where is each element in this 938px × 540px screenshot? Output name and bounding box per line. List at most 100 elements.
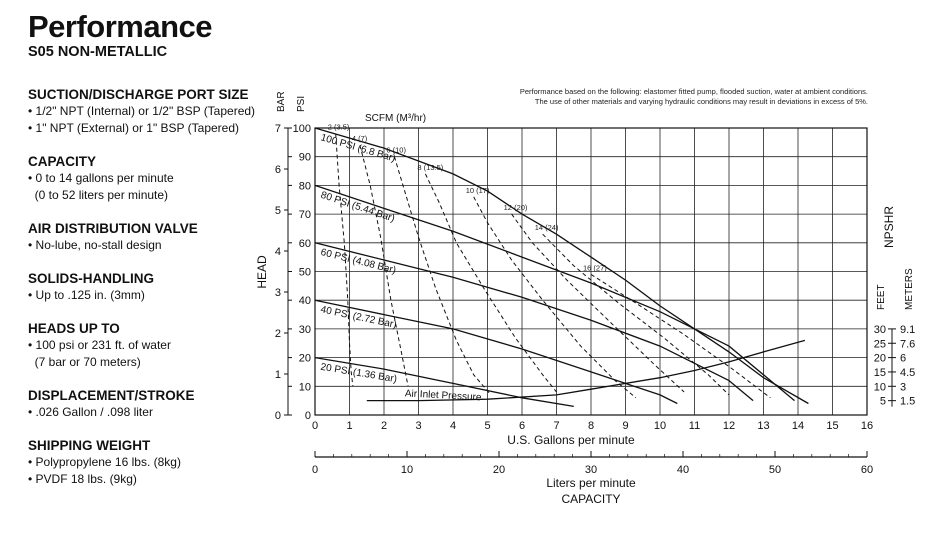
spec-line: (0 to 52 liters per minute) <box>28 188 169 202</box>
spec-section: SUCTION/DISCHARGE PORT SIZE • 1/2" NPT (I… <box>28 86 278 137</box>
liters-tick-label: 40 <box>677 464 689 476</box>
chart-note: The use of other materials and varying h… <box>535 97 868 106</box>
x-tick-label: 14 <box>792 420 804 432</box>
spec-section: SHIPPING WEIGHT • Polypropylene 16 lbs. (… <box>28 437 278 488</box>
bar-tick-label: 6 <box>275 164 281 176</box>
x-tick-label: 10 <box>654 420 666 432</box>
spec-heading: SUCTION/DISCHARGE PORT SIZE <box>28 87 249 102</box>
capacity-label: CAPACITY <box>561 492 620 506</box>
npshr-feet-tick: 20 <box>874 353 886 365</box>
pressure-curve <box>314 299 678 405</box>
spec-section: SOLIDS-HANDLING • Up to .125 in. (3mm) <box>28 270 278 304</box>
spec-line: • .026 Gallon / .098 liter <box>28 405 153 419</box>
y-axis-label: HEAD <box>255 255 269 289</box>
bar-tick-label: 1 <box>275 369 281 381</box>
psi-tick-label: 30 <box>299 324 311 336</box>
spec-section: DISPLACEMENT/STROKE • .026 Gallon / .098 … <box>28 387 278 421</box>
npshr-label: NPSHR <box>882 206 896 248</box>
liters-tick-label: 30 <box>585 464 597 476</box>
scfm-curve-label: 14 (24) <box>535 223 559 232</box>
x-tick-label: 6 <box>519 420 525 432</box>
bar-tick-label: 7 <box>275 123 281 135</box>
page-subtitle: S05 NON-METALLIC <box>28 44 168 60</box>
spec-section: AIR DISTRIBUTION VALVE • No-lube, no-stal… <box>28 220 278 254</box>
liters-tick-label: 60 <box>861 464 873 476</box>
npshr-feet-tick: 5 <box>880 396 886 408</box>
x-tick-label: 8 <box>588 420 594 432</box>
scfm-curve-label: 4 (7) <box>352 134 368 143</box>
x-tick-label: 2 <box>381 420 387 432</box>
bar-tick-label: 5 <box>275 205 281 217</box>
npshr-meters-tick: 7.6 <box>900 338 915 350</box>
pressure-curve-label: 40 PSI (2.72 Bar) <box>320 304 398 330</box>
pressure-curve-label: 80 PSI (5.44 Bar) <box>319 190 396 225</box>
scfm-curve <box>359 145 409 387</box>
scfm-curve-label: 2 (3.5) <box>328 123 350 132</box>
scfm-curve-label: 12 (20) <box>504 203 528 212</box>
pressure-curve <box>314 242 754 402</box>
spec-section: HEADS UP TO • 100 psi or 231 ft. of water… <box>28 320 278 371</box>
scfm-curve <box>424 173 557 393</box>
psi-tick-label: 70 <box>299 209 311 221</box>
scfm-curve-label: 8 (13.5) <box>417 163 443 172</box>
spec-line: • Polypropylene 16 lbs. (8kg) <box>28 455 181 469</box>
npshr-feet-tick: 15 <box>874 367 886 379</box>
npshr-meters-label: METERS <box>904 268 915 310</box>
bar-axis-label: BAR <box>276 91 287 112</box>
npshr-feet-label: FEET <box>876 284 887 310</box>
bar-tick-label: 2 <box>275 328 281 340</box>
spec-line: (7 bar or 70 meters) <box>28 355 141 369</box>
spec-heading: SHIPPING WEIGHT <box>28 438 151 453</box>
pressure-curve <box>314 356 574 408</box>
bar-tick-label: 0 <box>275 410 281 422</box>
spec-line: • No-lube, no-stall design <box>28 238 162 252</box>
x-tick-label: 1 <box>346 420 352 432</box>
psi-tick-label: 0 <box>305 410 311 422</box>
scfm-curve <box>393 156 492 396</box>
scfm-curve <box>542 233 730 396</box>
spec-line: • 1" NPT (External) or 1" BSP (Tapered) <box>28 121 240 135</box>
spec-heading: DISPLACEMENT/STROKE <box>28 388 195 403</box>
spec-heading: SOLIDS-HANDLING <box>28 271 154 286</box>
scfm-curve <box>511 213 685 393</box>
scfm-curve <box>590 273 771 399</box>
air-inlet-label: Air Inlet Pressure <box>405 388 483 403</box>
liters-tick-label: 10 <box>401 464 413 476</box>
air-inlet-curve <box>366 339 806 402</box>
pressure-curve <box>314 127 809 405</box>
scfm-curve-label: 6 (10) <box>386 146 406 155</box>
npshr-feet-tick: 30 <box>874 324 886 336</box>
scfm-curve <box>335 133 354 387</box>
x-tick-label: 16 <box>861 420 873 432</box>
bar-tick-label: 4 <box>275 246 281 258</box>
npshr-meters-tick: 4.5 <box>900 367 915 379</box>
x-axis-label: U.S. Gallons per minute <box>507 433 635 447</box>
plot-frame <box>314 127 868 416</box>
spec-line: • Up to .125 in. (3mm) <box>28 288 145 302</box>
npshr-meters-tick: 3 <box>900 381 906 393</box>
pressure-curve-label: 60 PSI (4.08 Bar) <box>319 247 397 276</box>
bar-tick-label: 3 <box>275 287 281 299</box>
x-tick-label: 15 <box>826 420 838 432</box>
npshr-feet-tick: 25 <box>874 338 886 350</box>
x-tick-label: 0 <box>312 420 318 432</box>
liters-tick-label: 50 <box>769 464 781 476</box>
spec-line: • 100 psi or 231 ft. of water <box>28 338 171 352</box>
npshr-meters-tick: 9.1 <box>900 324 915 336</box>
psi-tick-label: 60 <box>299 238 311 250</box>
x-tick-label: 9 <box>622 420 628 432</box>
psi-tick-label: 80 <box>299 180 311 192</box>
npshr-meters-tick: 6 <box>900 353 906 365</box>
psi-tick-label: 40 <box>299 295 311 307</box>
spec-line: • 1/2" NPT (Internal) or 1/2" BSP (Taper… <box>28 104 256 118</box>
psi-tick-label: 100 <box>293 123 311 135</box>
x-tick-label: 11 <box>689 420 700 432</box>
x-tick-label: 12 <box>723 420 735 432</box>
npshr-meters-tick: 1.5 <box>900 396 915 408</box>
psi-tick-label: 10 <box>299 381 311 393</box>
spec-heading: HEADS UP TO <box>28 321 120 336</box>
spec-line: • PVDF 18 lbs. (9kg) <box>28 472 137 486</box>
page-title: Performance <box>28 9 213 44</box>
chart-note: Performance based on the following: elas… <box>520 87 868 96</box>
